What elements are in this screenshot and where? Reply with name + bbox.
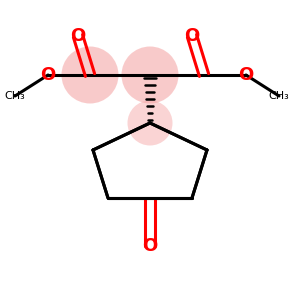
Text: CH₃: CH₃ [268,91,290,101]
Text: O: O [40,66,56,84]
Text: O: O [184,27,200,45]
Circle shape [61,46,118,104]
Circle shape [128,100,172,146]
Text: CH₃: CH₃ [4,91,26,101]
Text: O: O [70,27,86,45]
Text: O: O [238,66,253,84]
Text: O: O [142,237,158,255]
Circle shape [122,46,178,104]
